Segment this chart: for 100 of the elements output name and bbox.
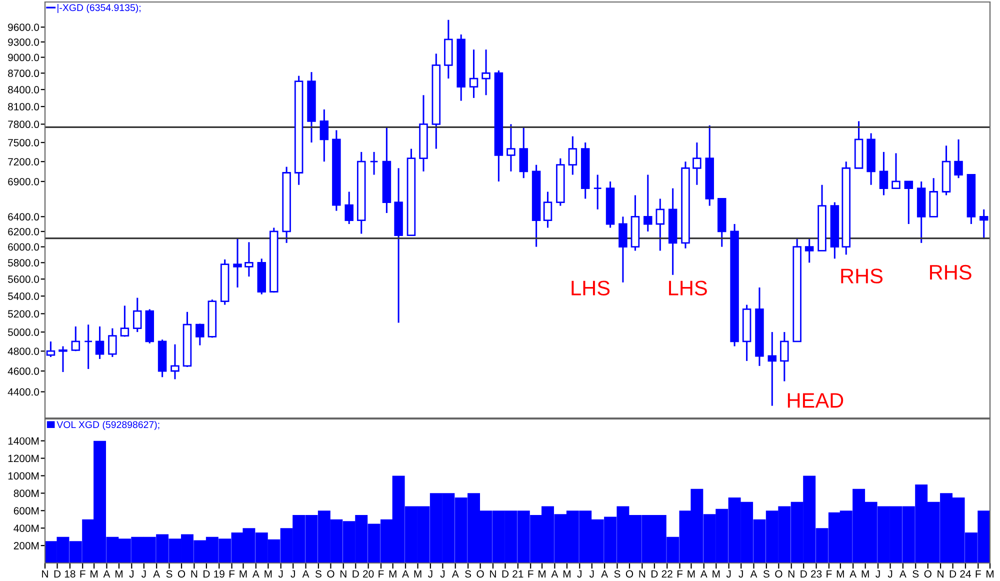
candlestick <box>170 344 180 380</box>
annotation: RHS <box>930 264 972 280</box>
text: |-XGD (6354.9135); <box>58 4 140 14</box>
annotation: LHS <box>669 280 707 296</box>
x-tick-label: A <box>153 570 160 578</box>
y-tick-label: 8700.0 <box>8 70 40 78</box>
x-tick-label: J <box>141 570 146 578</box>
candlestick <box>618 216 628 284</box>
candlestick <box>71 326 80 352</box>
candlestick <box>519 126 528 179</box>
x-tick-label: A <box>700 570 708 578</box>
annotation: LHS <box>572 280 610 296</box>
x-tick-label: A <box>252 570 260 578</box>
x-tick-label: A <box>452 570 459 578</box>
x-tick-label: S <box>166 570 172 578</box>
y-tick-label: 1200M <box>8 454 39 462</box>
x-tick-label: F <box>677 570 683 578</box>
candlestick <box>692 142 702 186</box>
y-tick-label: 7800.0 <box>8 120 40 128</box>
y-tick-label: 8100.0 <box>8 103 40 110</box>
x-tick-label: A <box>601 570 608 578</box>
y-tick-label: 4400.0 <box>8 388 40 396</box>
x-tick-label: D <box>54 570 61 578</box>
x-tick-label: O <box>924 570 932 578</box>
x-tick-label: A <box>850 570 857 578</box>
candlestick <box>95 326 104 360</box>
candlestick <box>469 48 478 99</box>
candlestick <box>370 151 378 176</box>
x-tick-label: J <box>589 570 594 578</box>
candlestick <box>804 238 814 264</box>
x-tick-label: S <box>614 570 620 578</box>
candlestick <box>196 322 204 346</box>
candlestick <box>780 331 789 382</box>
x-tick-label: N <box>42 570 48 578</box>
x-tick-label: M <box>712 570 720 578</box>
x-tick-label: A <box>750 570 758 578</box>
y-tick-label: 6200.0 <box>8 228 40 236</box>
candlestick <box>768 331 777 407</box>
x-tick-label: J <box>888 570 892 578</box>
x-tick-label: M <box>240 570 247 578</box>
annotation: RHS <box>841 268 883 284</box>
candlestick <box>482 48 490 96</box>
y-tick-label: 6900.0 <box>8 178 40 186</box>
x-tick-label: M <box>414 570 422 578</box>
y-tick-label: 4600.0 <box>8 368 40 375</box>
x-tick-label: M <box>90 570 98 578</box>
x-tick-label: 24 <box>960 570 971 578</box>
x-tick-label: D <box>652 570 658 578</box>
legend-label: VOL XGD (592898627); <box>56 420 160 430</box>
y-tick-label: 5200.0 <box>8 310 40 318</box>
x-tick-label: S <box>763 570 770 578</box>
x-tick-label: J <box>738 570 743 578</box>
candlestick <box>320 108 329 162</box>
x-tick-label: F <box>528 570 534 578</box>
x-tick-label: M <box>563 570 570 578</box>
x-tick-label: N <box>490 570 496 578</box>
candlestick <box>979 208 988 240</box>
x-tick-label: M <box>264 570 272 578</box>
x-tick-label: N <box>191 570 198 578</box>
x-tick-label: A <box>899 570 906 578</box>
x-tick-label: A <box>103 570 110 578</box>
y-tick-label: 4800.0 <box>8 348 40 355</box>
y-tick-label: 5600.0 <box>8 276 40 283</box>
x-tick-label: F <box>826 570 832 578</box>
candlestick <box>892 152 900 190</box>
x-tick-label: M <box>986 570 994 578</box>
x-tick-label: J <box>278 570 283 578</box>
candlestick <box>244 241 254 278</box>
y-tick-label: 5000.0 <box>8 328 40 336</box>
x-tick-label: F <box>80 570 86 578</box>
x-tick-label: 19 <box>214 570 224 578</box>
y-tick-label: 6000.0 <box>8 243 40 251</box>
x-tick-label: D <box>204 570 210 578</box>
x-tick-label: M <box>688 570 695 578</box>
x-tick-label: D <box>950 570 956 578</box>
candlestick <box>568 136 578 176</box>
y-tick-label: 200M <box>14 542 39 550</box>
y-tick-label: 400M <box>14 524 39 532</box>
x-tick-label: O <box>327 570 334 578</box>
x-tick-label: S <box>315 570 322 578</box>
candlestick <box>593 174 602 210</box>
x-tick-label: J <box>876 570 880 578</box>
y-tick-label: 7200.0 <box>8 158 40 166</box>
y-tick-label: 9000.0 <box>8 54 40 62</box>
candlestick <box>58 346 68 373</box>
x-tick-label: J <box>290 570 295 578</box>
annotation: HEAD <box>788 393 844 408</box>
y-tick-label: 7500.0 <box>8 139 40 146</box>
x-tick-label: A <box>551 570 558 578</box>
candlestick <box>954 138 963 179</box>
x-tick-label: J <box>428 570 432 578</box>
y-tick-label: 1000M <box>8 472 39 480</box>
x-tick-label: O <box>775 570 782 578</box>
x-tick-label: J <box>726 570 731 578</box>
y-tick-label: 5400.0 <box>8 292 40 300</box>
x-tick-label: O <box>178 570 186 578</box>
x-tick-label: N <box>938 570 944 578</box>
x-tick-label: S <box>912 570 919 578</box>
x-tick-label: D <box>800 570 807 578</box>
candlestick <box>506 123 516 172</box>
